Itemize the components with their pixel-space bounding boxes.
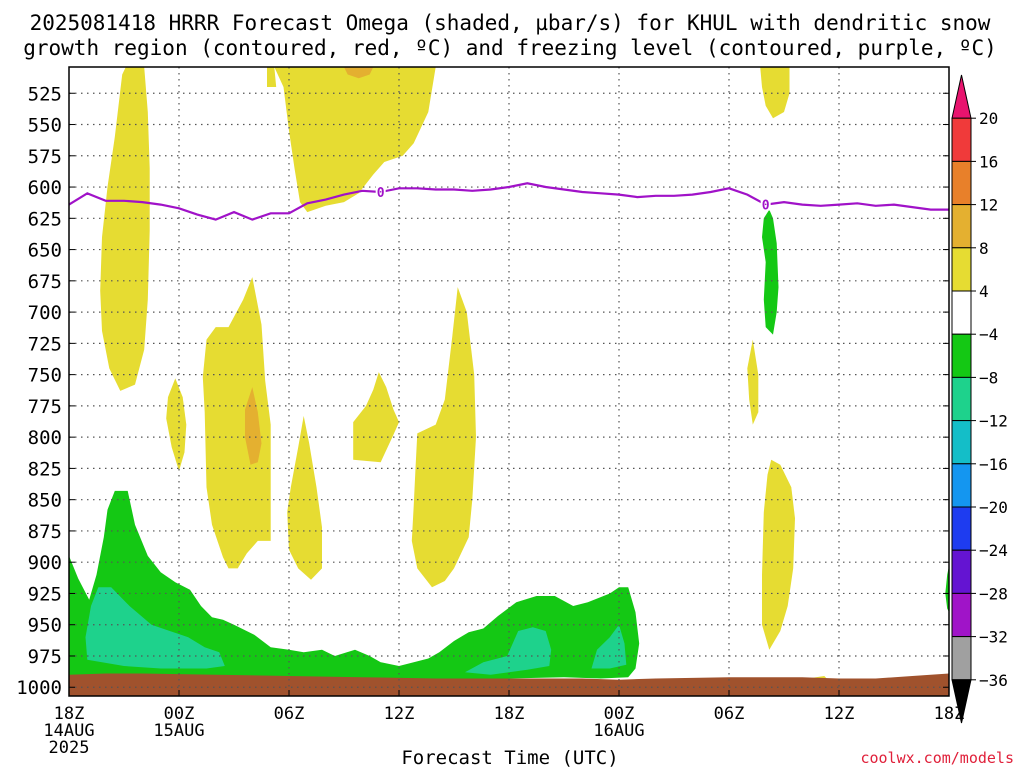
omega-region-1 (166, 378, 187, 471)
colorbar-label: −8 (979, 368, 998, 387)
y-tick-label: 800 (28, 427, 62, 449)
freezing-level-label-bg (375, 184, 386, 199)
colorbar-label: −32 (979, 628, 1008, 647)
colorbar-label: −12 (979, 412, 1008, 431)
colorbar-swatch (951, 204, 972, 249)
colorbar-swatch (951, 592, 972, 638)
omega-region-7 (747, 339, 759, 425)
y-tick-label: 825 (28, 458, 62, 480)
colorbar-swatch (951, 160, 972, 206)
x-tick-label: 15AUG (153, 721, 204, 741)
y-tick-label: 525 (28, 83, 62, 105)
omega-region-6 (411, 287, 476, 588)
colorbar-label: 20 (979, 109, 998, 128)
colorbar-label: 12 (979, 196, 998, 215)
y-axis: 525 550 575 600 625 650 675 700 725 750 775 800 825 8… (16, 83, 949, 699)
y-tick-label: 975 (28, 646, 62, 668)
y-tick-label: 775 (28, 396, 62, 418)
colorbar: 20 16 12 8 4 −4 −8 −12 −16 −20 −24 −28 −32 −36 (951, 74, 1008, 724)
colorbar-label: 16 (979, 152, 998, 171)
omega-region-4 (267, 67, 436, 213)
y-tick-label: 925 (28, 583, 62, 605)
x-tick-label: 00Z (604, 704, 635, 724)
x-tick-label: 18Z (494, 704, 525, 724)
freezing-level-label: 0 (762, 199, 770, 214)
colorbar-swatch (951, 290, 972, 335)
colorbar-label: −20 (979, 498, 1008, 517)
chart-title-line-2: growth region (contoured, red, ºC) and f… (23, 36, 997, 60)
colorbar-label: −28 (979, 584, 1008, 603)
freezing-level-label-bg (760, 196, 771, 211)
x-tick-label: 18Z (54, 704, 85, 724)
omega-region-8 (762, 459, 795, 650)
colorbar-swatch (951, 549, 972, 594)
x-tick-label: 2025 (49, 738, 90, 758)
omega-region-13 (69, 490, 640, 683)
colorbar-swatch (951, 679, 972, 724)
colorbar-label: 8 (979, 239, 989, 258)
y-tick-label: 650 (28, 240, 62, 262)
colorbar-swatch (951, 420, 972, 465)
freezing-level-line (68, 182, 949, 221)
y-tick-label: 875 (28, 521, 62, 543)
colorbar-swatch (951, 506, 972, 551)
omega-region-11 (344, 67, 374, 79)
omega-region-9 (760, 67, 790, 119)
y-tick-label: 700 (28, 302, 62, 324)
y-tick-label: 725 (28, 333, 62, 355)
y-tick-label: 950 (28, 615, 62, 637)
omega-region-0 (100, 67, 150, 391)
y-tick-label: 850 (28, 490, 62, 512)
x-tick-label: 06Z (274, 704, 305, 724)
y-tick-label: 675 (28, 271, 62, 293)
omega-region-2 (202, 277, 271, 569)
y-tick-label: 1000 (16, 677, 62, 699)
colorbar-swatch (951, 247, 972, 292)
colorbar-label: −4 (979, 325, 998, 344)
colorbar-swatch (951, 636, 972, 681)
omega-region-12 (245, 387, 262, 465)
omega-region-15 (945, 565, 949, 613)
x-tick-label: 12Z (824, 704, 855, 724)
colorbar-label: −16 (979, 455, 1008, 474)
colorbar-label: −36 (979, 671, 1008, 690)
chart-title-line-1: 2025081418 HRRR Forecast Omega (shaded, … (30, 11, 991, 35)
x-axis-label: Forecast Time (UTC) (401, 747, 618, 768)
y-tick-label: 550 (28, 115, 62, 137)
x-tick-label: 14AUG (43, 721, 94, 741)
omega-region-16 (85, 587, 225, 669)
colorbar-swatch (951, 333, 972, 378)
omega-region-14 (762, 209, 779, 335)
colorbar-label: 4 (979, 282, 989, 301)
freezing-level-label: 0 (377, 186, 385, 201)
colorbar-swatch (951, 376, 972, 422)
colorbar-swatch (951, 463, 972, 508)
colorbar-label: −24 (979, 541, 1008, 560)
x-tick-label: 18Z (934, 704, 965, 724)
omega-region-17 (465, 627, 552, 675)
y-tick-label: 600 (28, 177, 62, 199)
omega-region-18 (591, 624, 627, 669)
colorbar-swatch (951, 117, 972, 162)
y-tick-label: 575 (28, 146, 62, 168)
omega-region-5 (353, 372, 399, 463)
x-tick-label: 16AUG (593, 721, 644, 741)
x-tick-label: 12Z (384, 704, 415, 724)
credit-text: coolwx.com/models (860, 749, 1014, 767)
x-tick-label: 06Z (714, 704, 745, 724)
y-tick-label: 750 (28, 365, 62, 387)
x-tick-label: 00Z (164, 704, 195, 724)
y-tick-label: 625 (28, 208, 62, 230)
omega-region-3 (287, 415, 322, 580)
y-tick-label: 900 (28, 552, 62, 574)
